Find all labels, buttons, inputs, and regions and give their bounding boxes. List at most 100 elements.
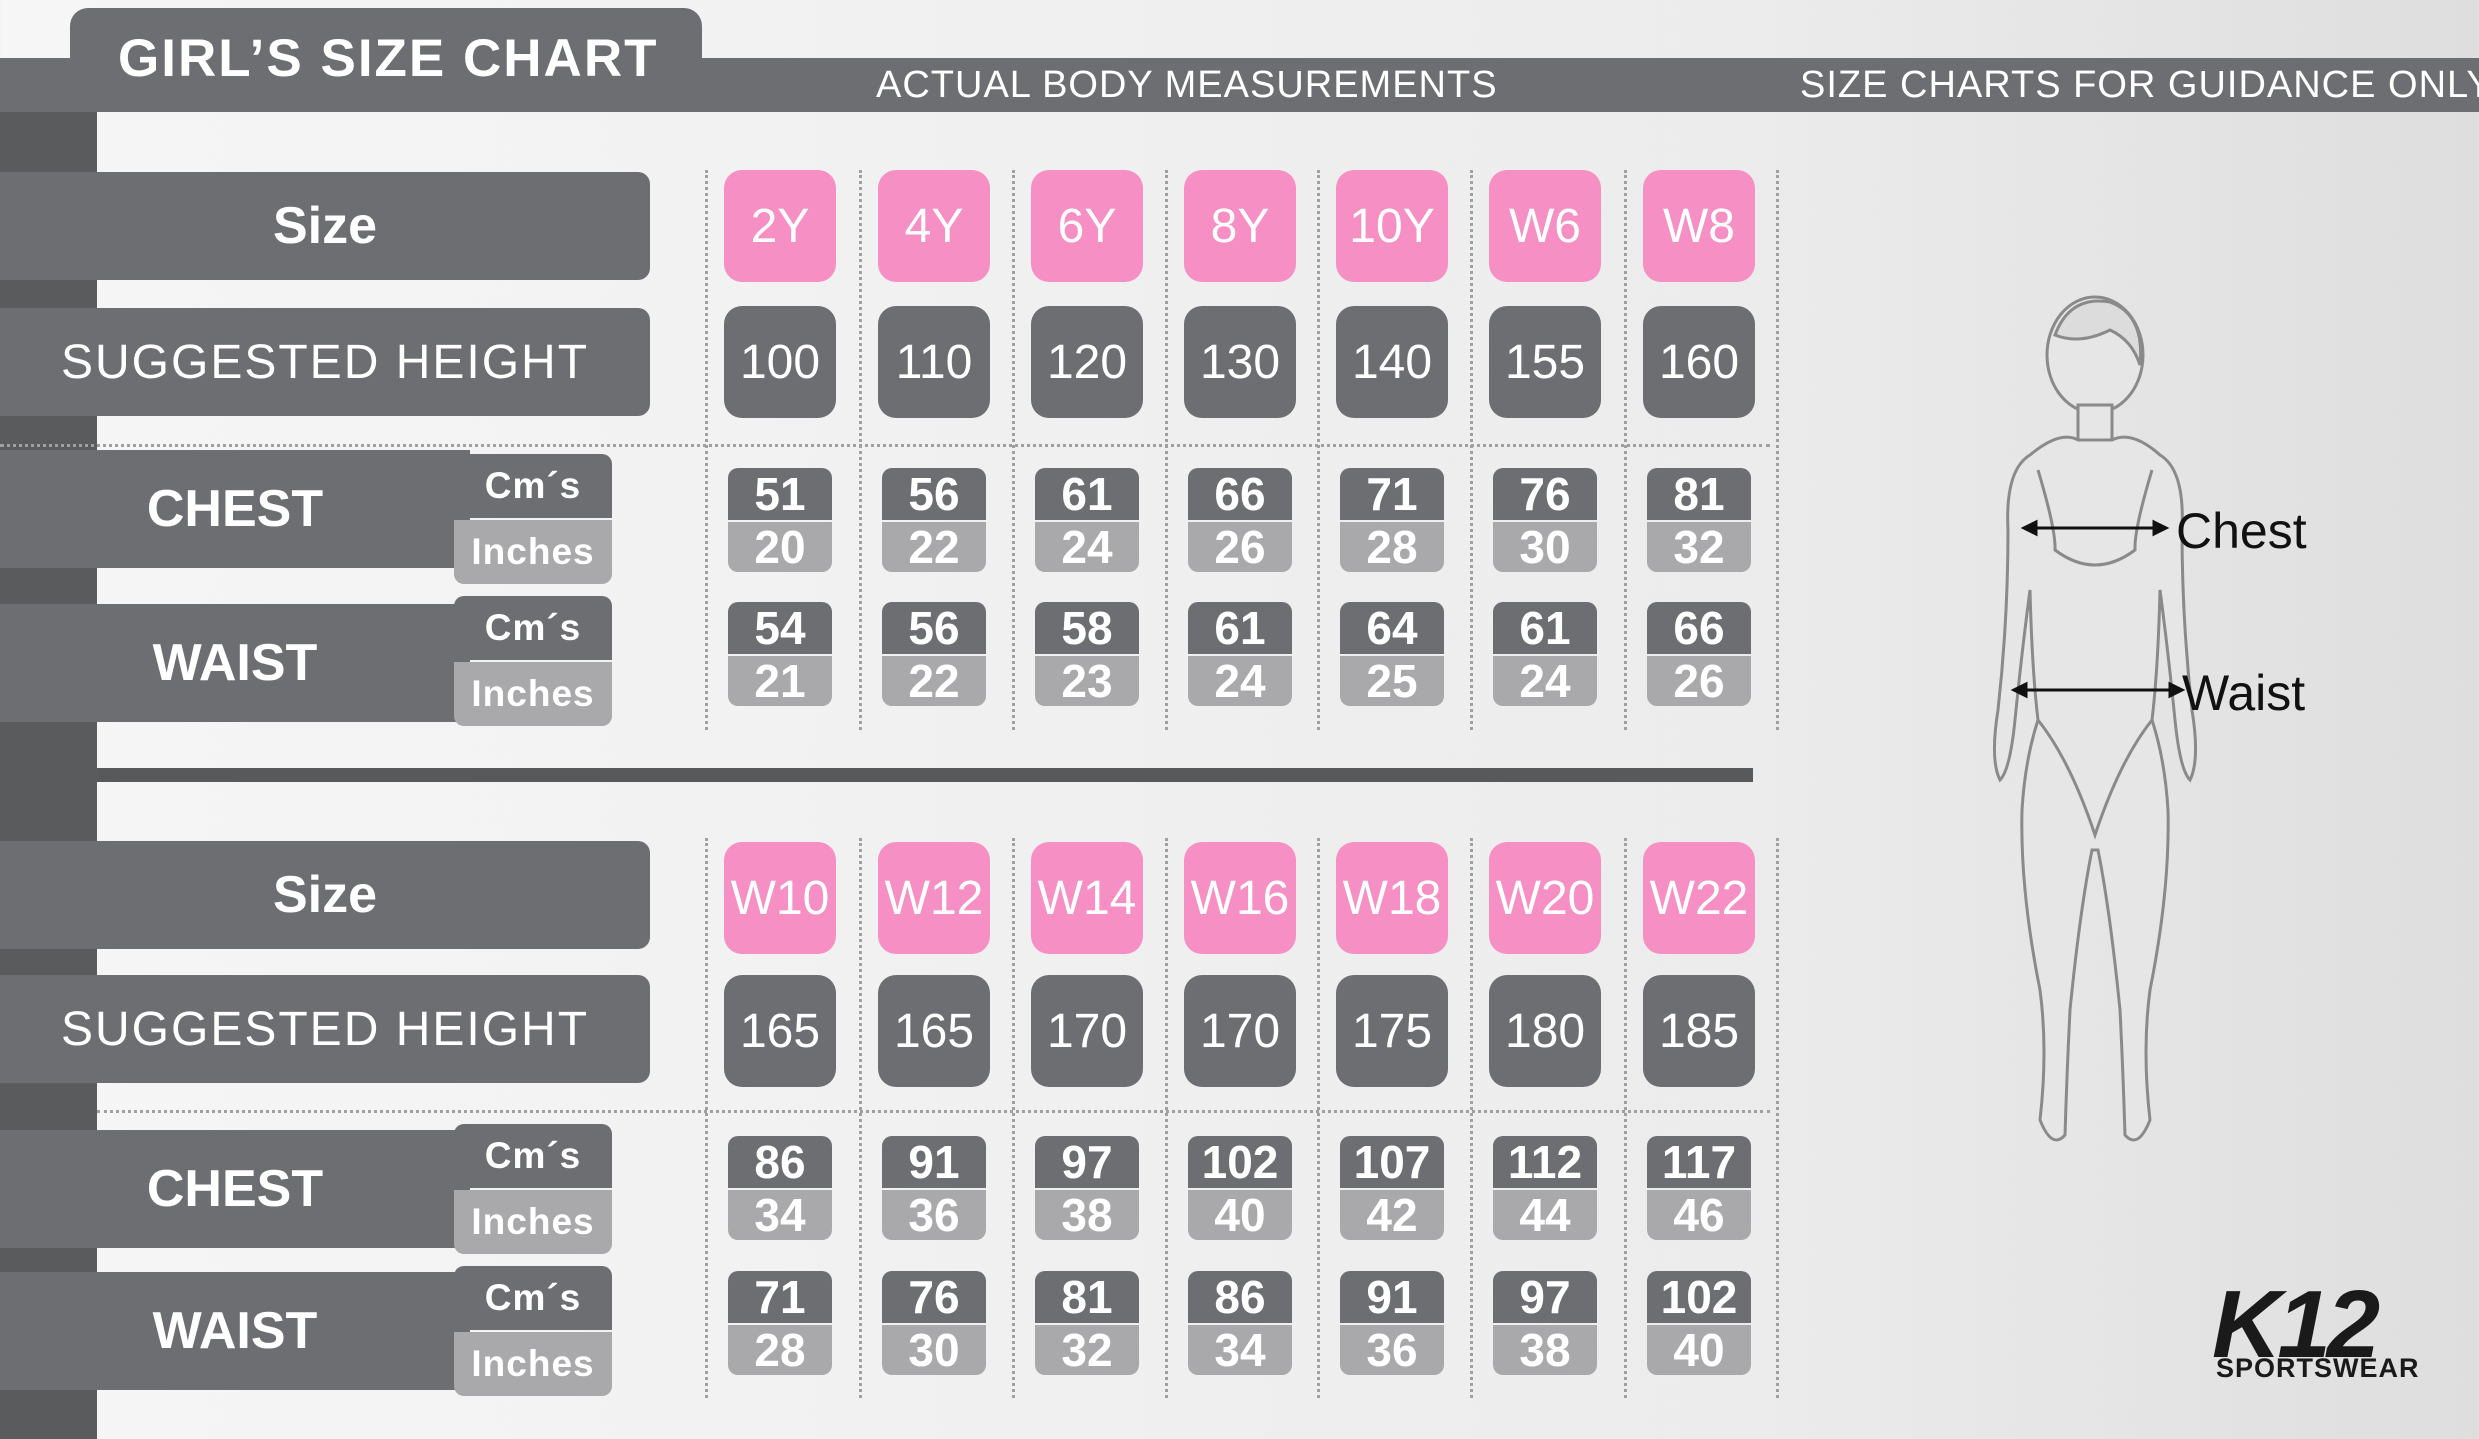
chest-cm-value: 102 — [1188, 1136, 1292, 1188]
waist-inches-value: 26 — [1647, 655, 1751, 707]
size-badge: W16 — [1184, 842, 1296, 954]
waist-cm-value: 66 — [1647, 602, 1751, 654]
header-tab — [70, 8, 702, 112]
row-label-waist: WAIST — [0, 1272, 470, 1390]
height-value: 165 — [724, 975, 836, 1087]
height-value: 100 — [724, 306, 836, 418]
column-separator — [1012, 838, 1015, 1398]
waist-inches-value: 25 — [1340, 655, 1444, 707]
size-badge: W22 — [1643, 842, 1755, 954]
waist-inches-value: 24 — [1188, 655, 1292, 707]
height-value: 140 — [1336, 306, 1448, 418]
height-value: 110 — [878, 306, 990, 418]
subtitle-guidance: SIZE CHARTS FOR GUIDANCE ONLY — [1800, 64, 2479, 106]
size-badge: W14 — [1031, 842, 1143, 954]
chest-measurement-cell: 97 38 — [1035, 1136, 1139, 1241]
chest-inches-value: 40 — [1188, 1189, 1292, 1241]
unit-inches-label: Inches — [454, 520, 612, 584]
unit-inches-label: Inches — [454, 1332, 612, 1396]
chest-measurement-cell: 107 42 — [1340, 1136, 1444, 1241]
waist-inches-value: 22 — [882, 655, 986, 707]
chest-inches-value: 22 — [882, 521, 986, 573]
column-separator — [1470, 838, 1473, 1398]
chest-inches-value: 20 — [728, 521, 832, 573]
chest-measurement-cell: 112 44 — [1493, 1136, 1597, 1241]
waist-cm-value: 71 — [728, 1271, 832, 1323]
table-divider — [97, 768, 1753, 782]
chest-measurement-cell: 76 30 — [1493, 468, 1597, 573]
waist-cm-value: 102 — [1647, 1271, 1751, 1323]
chest-inches-value: 24 — [1035, 521, 1139, 573]
row-label-size: Size — [0, 172, 650, 280]
waist-cm-value: 61 — [1188, 602, 1292, 654]
chest-inches-value: 26 — [1188, 521, 1292, 573]
waist-inches-value: 32 — [1035, 1324, 1139, 1376]
chest-measurement-cell: 102 40 — [1188, 1136, 1292, 1241]
column-separator — [1165, 170, 1168, 730]
unit-inches-label: Inches — [454, 662, 612, 726]
height-value: 155 — [1489, 306, 1601, 418]
waist-cm-value: 86 — [1188, 1271, 1292, 1323]
height-value: 130 — [1184, 306, 1296, 418]
unit-cm-label: Cm´s — [454, 1124, 612, 1188]
chest-cm-value: 76 — [1493, 468, 1597, 520]
height-value: 180 — [1489, 975, 1601, 1087]
chest-inches-value: 34 — [728, 1189, 832, 1241]
height-value: 120 — [1031, 306, 1143, 418]
row-label-size: Size — [0, 841, 650, 949]
height-value: 170 — [1184, 975, 1296, 1087]
waist-measurement-cell: 56 22 — [882, 602, 986, 707]
chest-measurement-cell: 51 20 — [728, 468, 832, 573]
chest-measurement-cell: 66 26 — [1188, 468, 1292, 573]
row-label-waist: WAIST — [0, 604, 470, 722]
column-separator — [1624, 838, 1627, 1398]
size-badge: 10Y — [1336, 170, 1448, 282]
chest-inches-value: 30 — [1493, 521, 1597, 573]
column-separator — [705, 170, 708, 730]
waist-cm-value: 54 — [728, 602, 832, 654]
chest-measurement-cell: 71 28 — [1340, 468, 1444, 573]
chest-inches-value: 46 — [1647, 1189, 1751, 1241]
column-separator — [859, 838, 862, 1398]
k12-logo: K12 — [2212, 1271, 2380, 1378]
row-label-height: SUGGESTED HEIGHT — [0, 308, 650, 416]
size-badge: 6Y — [1031, 170, 1143, 282]
waist-measurement-cell: 102 40 — [1647, 1271, 1751, 1376]
waist-measurement-cell: 61 24 — [1188, 602, 1292, 707]
waist-measurement-cell: 58 23 — [1035, 602, 1139, 707]
chest-cm-value: 107 — [1340, 1136, 1444, 1188]
size-badge: 8Y — [1184, 170, 1296, 282]
waist-inches-value: 38 — [1493, 1324, 1597, 1376]
waist-measurement-cell: 91 36 — [1340, 1271, 1444, 1376]
column-separator — [1317, 838, 1320, 1398]
waist-cm-value: 61 — [1493, 602, 1597, 654]
row-label-chest: CHEST — [0, 1130, 470, 1248]
chest-inches-value: 32 — [1647, 521, 1751, 573]
chest-annotation: Chest — [2176, 503, 2307, 559]
column-separator — [859, 170, 862, 730]
chest-inches-value: 28 — [1340, 521, 1444, 573]
waist-cm-value: 76 — [882, 1271, 986, 1323]
waist-cm-value: 81 — [1035, 1271, 1139, 1323]
size-badge: W8 — [1643, 170, 1755, 282]
page-title: GIRL’S SIZE CHART — [118, 29, 659, 88]
chest-cm-value: 51 — [728, 468, 832, 520]
waist-inches-value: 36 — [1340, 1324, 1444, 1376]
waist-measurement-cell: 97 38 — [1493, 1271, 1597, 1376]
column-separator — [1776, 838, 1779, 1398]
size-badge: W10 — [724, 842, 836, 954]
logo-subtitle: SPORTSWEAR — [2216, 1353, 2420, 1383]
waist-inches-value: 30 — [882, 1324, 986, 1376]
row-label-height: SUGGESTED HEIGHT — [0, 975, 650, 1083]
chest-measurement-cell: 117 46 — [1647, 1136, 1751, 1241]
waist-cm-value: 56 — [882, 602, 986, 654]
column-separator — [1624, 170, 1627, 730]
height-value: 170 — [1031, 975, 1143, 1087]
size-badge: W20 — [1489, 842, 1601, 954]
column-separator — [1317, 170, 1320, 730]
waist-measurement-cell: 76 30 — [882, 1271, 986, 1376]
size-badge: W6 — [1489, 170, 1601, 282]
height-value: 165 — [878, 975, 990, 1087]
height-value: 160 — [1643, 306, 1755, 418]
waist-cm-value: 64 — [1340, 602, 1444, 654]
